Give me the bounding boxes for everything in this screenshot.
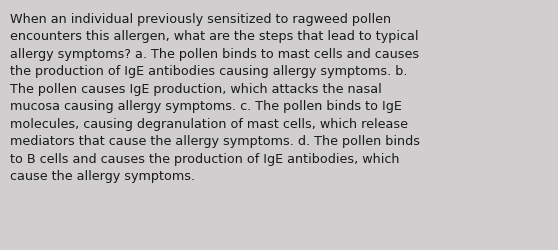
Text: When an individual previously sensitized to ragweed pollen
encounters this aller: When an individual previously sensitized… <box>10 12 420 182</box>
